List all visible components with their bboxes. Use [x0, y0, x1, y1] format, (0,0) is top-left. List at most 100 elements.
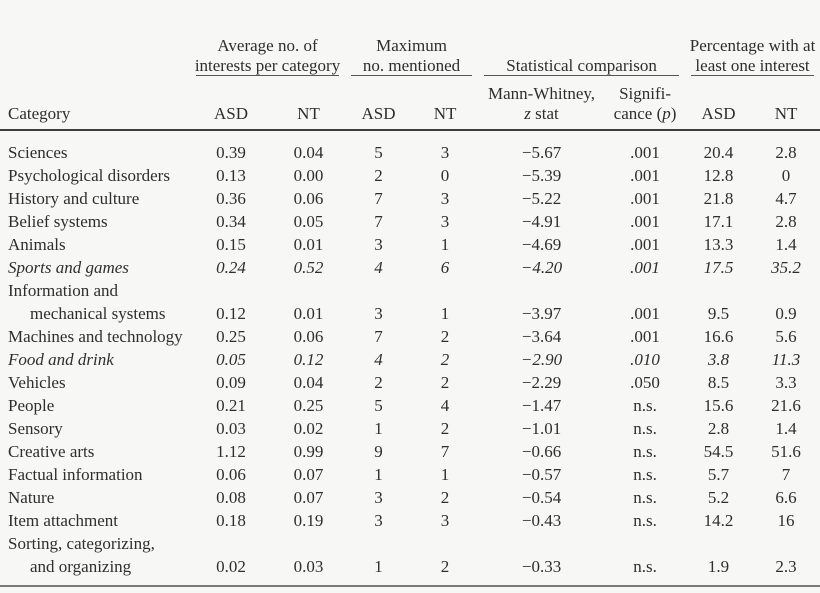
cell-pct-asd: 13.3	[703, 235, 734, 254]
category-cell: Nature	[8, 488, 55, 507]
cell-z: −4.69	[521, 235, 562, 254]
category-cell: Food and drink	[8, 350, 114, 369]
col-header-mann-whitney-z: Mann-Whitney, z stat	[478, 76, 606, 131]
category-cell: Factual information	[8, 465, 143, 484]
cell-pct-asd: 5.2	[707, 488, 730, 507]
cell-max-nt: 0	[440, 166, 450, 185]
cell-pct-nt: 1.4	[775, 419, 797, 438]
col-header-avg-nt: NT	[272, 76, 346, 131]
cell-max-nt: 6	[440, 258, 450, 277]
cell-p: .001	[630, 304, 660, 323]
cell-avg-asd: 0.25	[216, 327, 246, 346]
table-row: Sensory 0.03 0.02 1 2 −1.01 n.s. 2.8 1.4	[0, 417, 820, 440]
cell-avg-asd: 0.21	[216, 396, 246, 415]
cell-avg-asd: 0.05	[216, 350, 246, 369]
cell-pct-asd: 12.8	[703, 166, 734, 185]
cell-max-asd: 9	[374, 442, 383, 461]
cell-avg-asd: 1.12	[216, 442, 246, 461]
table-row: Factual information 0.06 0.07 1 1 −0.57 n.s. 5.…	[0, 463, 820, 486]
category-cell: People	[8, 396, 55, 415]
cell-max-asd: 7	[374, 212, 383, 231]
cell-avg-nt: 0.06	[293, 189, 324, 208]
cell-max-asd: 1	[374, 557, 383, 576]
cell-avg-nt: 0.52	[293, 258, 324, 277]
cell-max-asd: 1	[374, 465, 383, 484]
column-header-row: Category ASD NT ASD NT Mann-Whitney, z s…	[0, 76, 820, 131]
col-header-significance: Signifi- cance (p)	[605, 76, 686, 131]
cell-z: −0.43	[521, 511, 562, 530]
table-row: History and culture 0.36 0.06 7 3 −5.22 .001 21…	[0, 187, 820, 210]
cell-avg-nt: 0.01	[293, 235, 324, 254]
table-row: Sports and games 0.24 0.52 4 6 −4.20 .001 17.5 3…	[0, 256, 820, 279]
cell-max-nt: 2	[440, 419, 450, 438]
cell-pct-asd: 15.6	[703, 396, 734, 415]
category-cell: Animals	[8, 235, 66, 254]
significance-paren: )	[670, 104, 677, 123]
cell-max-asd: 3	[374, 304, 383, 323]
cell-pct-asd: 16.6	[703, 327, 734, 346]
cell-avg-asd: 0.03	[216, 419, 246, 438]
group-label-line: Statistical comparison	[506, 56, 657, 75]
cell-avg-asd: 0.34	[216, 212, 246, 231]
table-row: Food and drink 0.05 0.12 4 2 −2.90 .010 3.8 11.3	[0, 348, 820, 371]
table-row: Sorting, categorizing, and organizing 0.02…	[0, 532, 820, 586]
group-label-line: no. mentioned	[362, 56, 461, 75]
significance-text: cance (	[613, 104, 663, 123]
table-row: Belief systems 0.34 0.05 7 3 −4.91 .001 17.1 2.8	[0, 210, 820, 233]
category-cell: History and culture	[8, 189, 140, 208]
cell-max-asd: 5	[374, 143, 383, 162]
p-symbol: p	[662, 104, 671, 123]
cell-pct-asd: 3.8	[707, 350, 730, 369]
cell-avg-nt: 0.04	[293, 373, 324, 392]
category-cell: Sciences	[8, 143, 68, 162]
cell-pct-nt: 5.6	[775, 327, 797, 346]
cell-pct-nt: 2.8	[775, 212, 797, 231]
category-cell: Sports and games	[8, 258, 129, 277]
cell-avg-nt: 0.12	[293, 350, 324, 369]
cell-p: .001	[630, 212, 660, 231]
cell-p: n.s.	[633, 396, 657, 415]
cell-avg-nt: 0.19	[293, 511, 324, 530]
cell-avg-asd: 0.08	[216, 488, 246, 507]
cell-pct-nt: 3.3	[775, 373, 797, 392]
cell-z: −1.01	[521, 419, 562, 438]
cell-max-nt: 1	[440, 465, 450, 484]
cell-pct-nt: 2.3	[775, 557, 797, 576]
cell-z: −4.91	[521, 212, 562, 231]
cell-avg-nt: 0.05	[293, 212, 324, 231]
cell-pct-nt: 16	[777, 511, 795, 530]
group-label-line: Average no. of	[217, 36, 318, 55]
cell-avg-asd: 0.12	[216, 304, 246, 323]
table-row: Nature 0.08 0.07 3 2 −0.54 n.s. 5.2 6.6	[0, 486, 820, 509]
cell-avg-nt: 0.01	[293, 304, 324, 323]
cell-max-nt: 3	[440, 189, 450, 208]
cell-z: −2.90	[520, 350, 563, 369]
cell-max-nt: 3	[440, 511, 450, 530]
cell-z: −3.97	[521, 304, 562, 323]
cell-pct-asd: 21.8	[703, 189, 734, 208]
cell-pct-asd: 54.5	[703, 442, 734, 461]
cell-pct-asd: 9.5	[707, 304, 730, 323]
cell-p: n.s.	[633, 557, 657, 576]
cell-z: −0.54	[521, 488, 562, 507]
cell-max-nt: 2	[440, 488, 450, 507]
cell-avg-asd: 0.24	[216, 258, 246, 277]
cell-max-nt: 7	[440, 442, 450, 461]
table-row: People 0.21 0.25 5 4 −1.47 n.s. 15.6 21.6	[0, 394, 820, 417]
cell-p: n.s.	[633, 511, 657, 530]
cell-max-asd: 7	[374, 327, 383, 346]
cell-p: .001	[630, 258, 660, 277]
cell-pct-nt: 6.6	[775, 488, 797, 507]
category-cell: Item attachment	[8, 511, 118, 530]
table-row: Animals 0.15 0.01 3 1 −4.69 .001 13.3 1.4	[0, 233, 820, 256]
col-header-avg-asd: ASD	[190, 76, 272, 131]
cell-p: .050	[630, 373, 660, 392]
table-row: Sciences 0.39 0.04 5 3 −5.67 .001 20.4 2.8	[0, 130, 820, 164]
cell-pct-asd: 2.8	[707, 419, 730, 438]
significance-line2: cance (p)	[605, 104, 685, 124]
group-average-interests: Average no. of interests per category	[190, 0, 345, 76]
group-maximum-mentioned: Maximum no. mentioned	[345, 0, 478, 76]
col-header-max-nt: NT	[412, 76, 479, 131]
col-header-max-asd: ASD	[345, 76, 413, 131]
